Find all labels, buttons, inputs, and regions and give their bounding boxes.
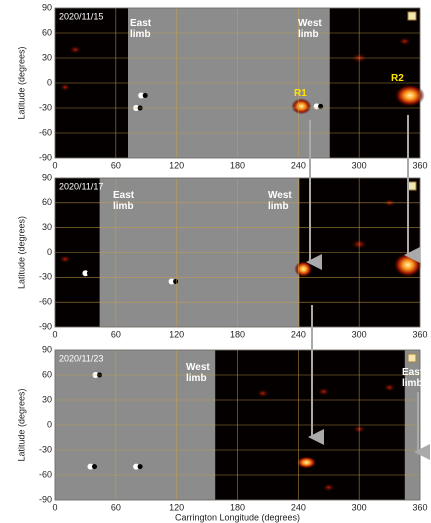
y-tick-label: 0: [47, 247, 52, 257]
y-tick-label: -60: [39, 297, 52, 307]
emission-blob: [318, 388, 330, 396]
emission-blob: [291, 98, 311, 114]
emission-blob: [399, 37, 411, 45]
y-tick-label: -90: [39, 494, 52, 504]
x-axis-label: Carrington Longitude (degrees): [175, 512, 300, 522]
x-tick-label: 120: [169, 160, 184, 170]
emission-blob: [257, 389, 269, 397]
emission-blob: [60, 83, 70, 91]
panel-date: 2020/11/17: [59, 181, 103, 191]
x-tick-label: 0: [52, 329, 57, 339]
figure: 9060300-30-60-900601201802403003602020/1…: [0, 0, 431, 523]
annotation: East limb: [402, 367, 431, 389]
emission-blob: [69, 46, 81, 54]
y-tick-label: 30: [42, 394, 52, 404]
sunspot: [173, 279, 178, 284]
y-tick-label: -60: [39, 127, 52, 137]
annotation: R2: [391, 73, 425, 84]
sunspot: [143, 93, 148, 98]
x-tick-label: 60: [111, 329, 121, 339]
x-tick-label: 240: [291, 329, 306, 339]
x-tick-label: 180: [230, 502, 245, 512]
y-tick-label: 60: [42, 369, 52, 379]
emission-blob: [296, 457, 316, 469]
y-tick-label: -90: [39, 152, 52, 162]
y-tick-label: -90: [39, 321, 52, 331]
y-tick-label: 30: [42, 52, 52, 62]
x-tick-label: 120: [169, 329, 184, 339]
emission-blob: [59, 255, 71, 263]
y-axis-label: Latitude (degrees): [16, 46, 26, 119]
x-tick-label: 360: [412, 502, 427, 512]
x-tick-label: 60: [111, 502, 121, 512]
panel-date: 2020/11/15: [59, 11, 103, 21]
sunspot: [92, 464, 97, 469]
y-tick-label: -60: [39, 469, 52, 479]
y-axis-label: Latitude (degrees): [16, 388, 26, 461]
x-tick-label: 0: [52, 502, 57, 512]
y-tick-label: -30: [39, 444, 52, 454]
y-tick-label: 90: [42, 344, 52, 354]
x-tick-label: 360: [412, 329, 427, 339]
x-tick-label: 300: [352, 502, 367, 512]
x-tick-label: 120: [169, 502, 184, 512]
annotation: R1: [294, 88, 328, 99]
emission-blob: [384, 384, 396, 392]
x-tick-label: 300: [352, 160, 367, 170]
y-tick-label: -30: [39, 272, 52, 282]
y-tick-label: 90: [42, 2, 52, 12]
x-tick-label: 60: [111, 160, 121, 170]
panel-icon: [408, 182, 416, 190]
annotation: West limb: [298, 18, 332, 40]
emission-blob: [394, 253, 422, 277]
y-tick-label: 30: [42, 222, 52, 232]
y-tick-label: 60: [42, 197, 52, 207]
annotation: West limb: [268, 190, 302, 212]
x-tick-label: 240: [291, 502, 306, 512]
sunspot: [87, 271, 92, 276]
x-tick-label: 180: [230, 160, 245, 170]
x-tick-label: 300: [352, 329, 367, 339]
y-tick-label: 90: [42, 172, 52, 182]
annotation: East limb: [113, 190, 147, 212]
x-tick-label: 240: [291, 160, 306, 170]
x-tick-label: 360: [412, 160, 427, 170]
emission-blob: [294, 261, 312, 277]
chart: 9060300-30-60-900601201802403003602020/1…: [0, 0, 431, 523]
x-tick-label: 180: [230, 329, 245, 339]
y-tick-label: 0: [47, 419, 52, 429]
annotation: East limb: [130, 18, 164, 40]
panel-date: 2020/11/23: [59, 353, 103, 363]
x-tick-label: 0: [52, 160, 57, 170]
y-tick-label: 0: [47, 77, 52, 87]
sunspot: [138, 464, 143, 469]
panel-icon: [408, 12, 416, 20]
emission-blob: [323, 484, 335, 492]
y-axis-label: Latitude (degrees): [16, 216, 26, 289]
y-tick-label: 60: [42, 27, 52, 37]
panel-icon: [408, 354, 416, 362]
y-tick-label: -30: [39, 102, 52, 112]
annotation: West limb: [186, 362, 220, 384]
